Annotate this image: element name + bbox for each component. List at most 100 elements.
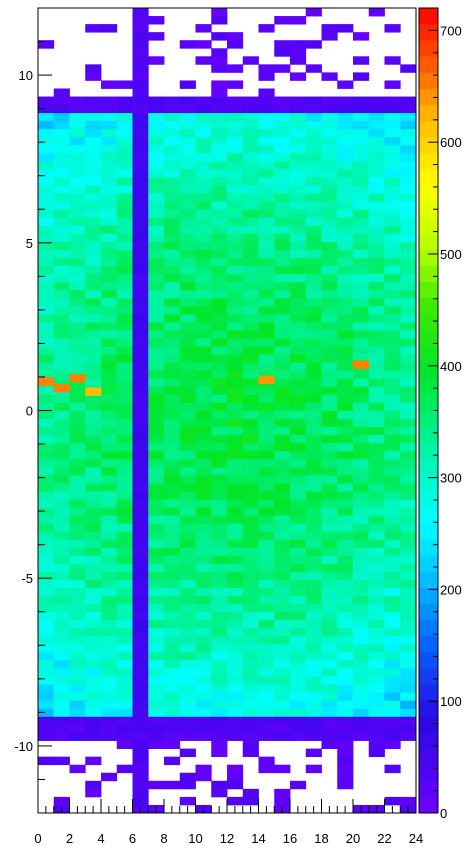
heatmap-cell (148, 676, 165, 685)
heatmap-cell (211, 346, 228, 355)
heatmap-cell (164, 434, 181, 444)
heatmap-cell (179, 531, 196, 540)
heatmap-cell (227, 619, 244, 629)
heatmap-cell (368, 169, 385, 178)
heatmap-cell (227, 80, 244, 89)
heatmap-cell (368, 418, 385, 427)
heatmap-cell (116, 160, 133, 170)
heatmap-cell (305, 595, 322, 605)
heatmap-cell (227, 362, 244, 371)
heatmap-cell (400, 426, 417, 436)
heatmap-cell (368, 370, 385, 379)
heatmap-cell (384, 660, 401, 669)
heatmap-cell (211, 338, 228, 347)
y-tick-label: -5 (21, 571, 33, 586)
heatmap-cell (116, 499, 133, 508)
heatmap-cell (384, 394, 401, 403)
heatmap-cell (38, 627, 55, 637)
heatmap-cell (242, 378, 259, 387)
heatmap-cell (242, 796, 259, 806)
heatmap-cell (227, 209, 244, 218)
heatmap-cell (305, 330, 322, 339)
heatmap-cell (38, 499, 55, 508)
heatmap-cell (274, 152, 291, 162)
heatmap-cell (69, 474, 86, 484)
heatmap-cell (242, 144, 259, 154)
heatmap-cell (132, 112, 149, 122)
heatmap-cell (211, 748, 228, 758)
heatmap-cell (242, 531, 259, 540)
heatmap-cell (337, 217, 354, 226)
heatmap-cell (164, 724, 181, 733)
heatmap-cell (400, 466, 417, 476)
heatmap-cell (132, 627, 149, 637)
heatmap-cell (258, 136, 275, 146)
heatmap-cell (400, 499, 417, 508)
heatmap-cell (211, 708, 228, 717)
heatmap-cell (211, 482, 228, 492)
heatmap-cell (274, 788, 291, 798)
heatmap-cell (148, 507, 165, 516)
heatmap-cell (179, 700, 196, 709)
heatmap-cell (132, 772, 149, 782)
heatmap-cell (368, 660, 385, 669)
heatmap-cell (274, 660, 291, 669)
heatmap-cell (274, 539, 291, 548)
heatmap-cell (38, 241, 55, 250)
heatmap-cell (69, 265, 86, 275)
heatmap-cell (53, 499, 70, 508)
heatmap-cell (132, 169, 149, 178)
heatmap-cell (258, 555, 275, 564)
heatmap-cell (179, 112, 196, 122)
palette-tick-label: 0 (440, 806, 447, 821)
heatmap-cell (179, 603, 196, 613)
heatmap-cell (368, 587, 385, 597)
heatmap-cell (227, 627, 244, 637)
heatmap-cell (368, 458, 385, 468)
heatmap-cell (305, 507, 322, 516)
heatmap-cell (384, 112, 401, 122)
heatmap-cell (227, 643, 244, 653)
heatmap-cell (274, 321, 291, 331)
heatmap-cell (116, 80, 133, 89)
heatmap-cell (211, 724, 228, 733)
heatmap-cell (53, 732, 70, 741)
heatmap-cell (258, 635, 275, 645)
heatmap-cell (368, 555, 385, 564)
heatmap-cell (179, 177, 196, 186)
heatmap-cell (368, 724, 385, 733)
heatmap-cell (321, 547, 338, 556)
heatmap-cell (384, 539, 401, 548)
heatmap-cell (258, 458, 275, 468)
heatmap-cell (305, 491, 322, 500)
x-tick-label: 22 (377, 831, 391, 846)
heatmap-cell (132, 281, 149, 291)
heatmap-cell (179, 434, 196, 444)
heatmap-cell (353, 635, 370, 645)
heatmap-cell (195, 370, 212, 379)
heatmap-cell (353, 547, 370, 556)
heatmap-cell (353, 144, 370, 154)
heatmap-cell (400, 660, 417, 669)
heatmap-cell (353, 619, 370, 629)
heatmap-cell (148, 217, 165, 226)
heatmap-cell (179, 354, 196, 363)
heatmap-cell (227, 780, 244, 790)
heatmap-cell (195, 579, 212, 588)
heatmap-hot-cell (69, 373, 86, 383)
heatmap-cell (384, 474, 401, 484)
heatmap-cell (132, 796, 149, 806)
heatmap-cell (164, 209, 181, 218)
heatmap-cell (148, 418, 165, 427)
heatmap-cell (337, 169, 354, 178)
heatmap-cell (368, 104, 385, 114)
heatmap-cell (69, 233, 86, 242)
heatmap-cell (101, 619, 118, 629)
heatmap-cell (290, 225, 307, 234)
heatmap-cell (400, 676, 417, 685)
heatmap-cell (384, 652, 401, 661)
heatmap-cell (305, 716, 322, 725)
heatmap-cell (132, 378, 149, 387)
heatmap-cell (321, 169, 338, 178)
heatmap-cell (38, 112, 55, 122)
